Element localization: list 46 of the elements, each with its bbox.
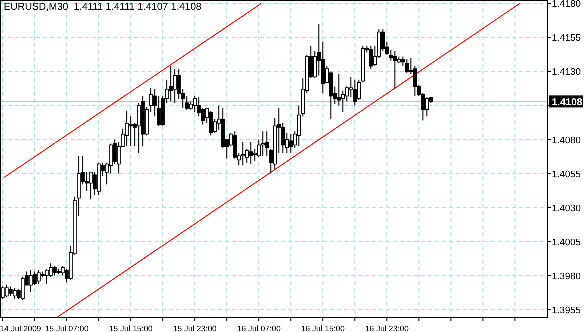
y-tick-label: 1.3955 xyxy=(552,305,582,316)
candlestick xyxy=(29,270,33,293)
candlestick xyxy=(369,45,374,70)
y-tick-label: 1.4005 xyxy=(552,237,582,248)
candlestick xyxy=(53,266,57,276)
candlestick xyxy=(5,284,9,298)
x-tick-label: 16 Jul 07:00 xyxy=(237,324,282,332)
candlestick xyxy=(9,286,13,297)
x-tick-label: 15 Jul 15:00 xyxy=(109,324,154,332)
candlestick xyxy=(125,110,129,148)
candlestick xyxy=(37,270,41,284)
candlestick xyxy=(21,276,25,301)
candlestick xyxy=(13,288,17,300)
candlestick xyxy=(137,102,141,154)
candlestick xyxy=(173,68,177,104)
y-tick-label: 1.4155 xyxy=(552,33,582,44)
y-tick-label: 1.4080 xyxy=(552,135,582,146)
chart-title: EURUSD,M30 1.4111 1.4111 1.4107 1.4108 xyxy=(4,2,202,13)
candlestick xyxy=(329,71,334,120)
candlestick xyxy=(289,134,294,154)
candlestick xyxy=(413,66,418,97)
x-tick-label: 16 Jul 23:00 xyxy=(365,324,410,332)
candlestick xyxy=(393,50,398,90)
x-tick-label: 16 Jul 15:00 xyxy=(301,324,346,332)
x-tick-label: 15 Jul 07:00 xyxy=(45,324,90,332)
candlestick xyxy=(253,148,257,162)
y-tick-label: 1.4180 xyxy=(552,0,582,10)
y-tick-label: 1.4130 xyxy=(552,67,582,78)
candlestick xyxy=(129,116,133,148)
x-tick-label: 14 Jul 2009 xyxy=(0,324,42,332)
candlestick xyxy=(249,142,253,165)
candlestick xyxy=(261,131,265,157)
candlestick xyxy=(425,97,430,118)
y-tick-label: 1.3980 xyxy=(552,271,582,282)
y-tick-label: 1.4030 xyxy=(552,203,582,214)
candlestick xyxy=(45,268,49,284)
x-tick-label: 15 Jul 23:00 xyxy=(173,324,218,332)
y-tick-label: 1.4055 xyxy=(552,169,582,180)
candlestick xyxy=(353,79,358,106)
candlestick xyxy=(169,66,173,102)
candlestick xyxy=(193,96,197,114)
candlestick xyxy=(209,110,213,136)
candlestick xyxy=(241,142,245,166)
candlestick xyxy=(89,172,93,200)
candlestick xyxy=(405,59,410,74)
ref-line-label: 1.4108 xyxy=(552,98,584,109)
